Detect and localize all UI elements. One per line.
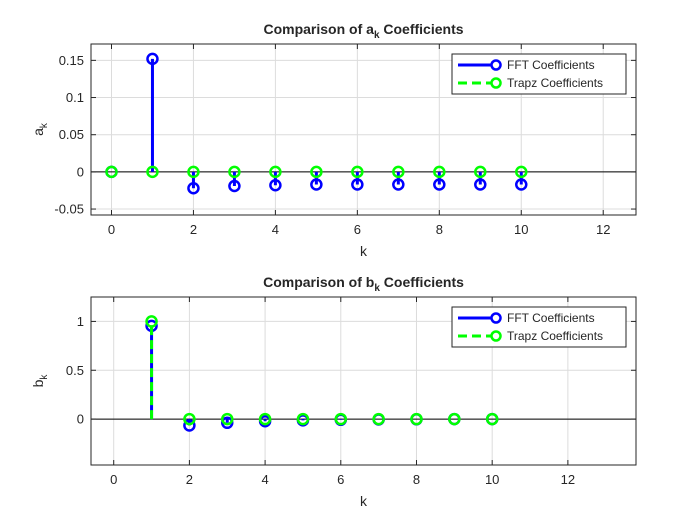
legend-entry: FFT Coefficients — [507, 311, 595, 325]
stem-marker — [145, 315, 158, 328]
y-tick-label: 0 — [77, 412, 84, 427]
series-trapz — [105, 165, 528, 179]
x-tick-label: 4 — [261, 472, 268, 487]
stem-marker — [515, 165, 528, 179]
axes-box — [90, 43, 637, 216]
stem-marker — [410, 412, 423, 426]
stem-marker — [187, 181, 200, 195]
plot-title: Comparison of bk Coefficients — [263, 274, 464, 294]
stem-marker — [221, 412, 234, 426]
stem-marker — [448, 412, 461, 426]
stem-marker — [392, 178, 405, 191]
stem-marker — [105, 165, 118, 179]
y-axis-label-main: a — [30, 128, 46, 136]
legend-swatch-marker — [490, 77, 502, 89]
stem-marker — [146, 52, 159, 66]
stem-marker — [228, 165, 241, 179]
legend: FFT Coefficients Trapz Coefficients — [451, 306, 627, 348]
x-tick-label: 0 — [110, 472, 117, 487]
stem-marker — [334, 412, 348, 426]
legend-swatch-marker — [490, 59, 502, 71]
stem-marker — [269, 165, 282, 179]
stem-marker — [474, 178, 487, 191]
legend-swatch-marker — [490, 312, 502, 324]
plot-title: Comparison of ak Coefficients — [263, 21, 463, 41]
stem-marker — [372, 412, 385, 426]
stem-marker — [228, 179, 241, 193]
stem-marker — [433, 178, 446, 191]
legend: FFT Coefficients Trapz Coefficients — [451, 53, 627, 95]
legend-entry: Trapz Coefficients — [507, 329, 603, 343]
y-tick-label: -0.05 — [54, 202, 84, 217]
y-tick-label: 1 — [77, 314, 84, 329]
stem-marker — [183, 419, 196, 432]
x-tick-label: 10 — [514, 222, 528, 237]
x-tick-label: 6 — [354, 222, 361, 237]
stem-marker — [515, 178, 528, 191]
plot-title-tail: Coefficients — [380, 274, 464, 290]
stem-marker — [392, 165, 405, 179]
stem-marker — [351, 178, 364, 191]
x-axis-label: k — [360, 493, 368, 509]
stem-marker — [485, 412, 499, 426]
y-axis-label: bk — [30, 374, 50, 388]
y-axis-label-main: b — [30, 379, 46, 387]
stem-marker — [474, 165, 487, 179]
y-tick-label: 0.05 — [59, 127, 84, 142]
stem-marker — [433, 165, 446, 179]
y-axis-label-sub: k — [39, 374, 50, 380]
plot-title-sub: k — [374, 30, 380, 41]
y-axis-label-sub: k — [39, 122, 50, 128]
y-tick-label: 0.5 — [66, 363, 84, 378]
y-tick-label: 0 — [77, 164, 84, 179]
series-trapz — [145, 315, 499, 426]
x-tick-label: 12 — [561, 472, 575, 487]
plot-title-tail: Coefficients — [380, 21, 464, 37]
x-tick-label: 2 — [190, 222, 197, 237]
plot-title-main: Comparison of a — [263, 21, 374, 37]
x-tick-label: 8 — [436, 222, 443, 237]
stem-marker — [146, 165, 159, 179]
x-tick-label: 4 — [272, 222, 279, 237]
y-axis-label: ak — [30, 122, 50, 136]
legend-swatch-marker — [490, 330, 502, 342]
plot-title-sub: k — [374, 283, 380, 294]
series-fft — [105, 52, 528, 195]
x-tick-label: 10 — [485, 472, 499, 487]
stem-marker — [310, 165, 323, 179]
stem-marker — [269, 179, 282, 192]
x-tick-label: 6 — [337, 472, 344, 487]
y-tick-label: 0.1 — [66, 90, 84, 105]
legend-entry: Trapz Coefficients — [507, 76, 603, 90]
stem-marker — [258, 412, 272, 426]
stem-marker — [310, 178, 323, 191]
x-tick-label: 2 — [186, 472, 193, 487]
y-tick-label: 0.15 — [59, 53, 84, 68]
legend-entry: FFT Coefficients — [507, 58, 595, 72]
x-tick-label: 12 — [596, 222, 610, 237]
stem-marker — [351, 165, 364, 179]
axes-box — [90, 296, 637, 466]
x-axis-label: k — [360, 243, 368, 259]
x-tick-label: 8 — [413, 472, 420, 487]
subplot-a: 0 2 4 6 8 10 12-0.0500.050.10.15kakComparison … — [30, 21, 637, 259]
stem-marker — [296, 412, 310, 426]
x-tick-label: 0 — [108, 222, 115, 237]
legend-box — [451, 53, 627, 95]
stem-marker — [187, 165, 200, 179]
legend-box — [451, 306, 627, 348]
stem-marker — [183, 412, 196, 426]
plot-title-main: Comparison of b — [263, 274, 374, 290]
